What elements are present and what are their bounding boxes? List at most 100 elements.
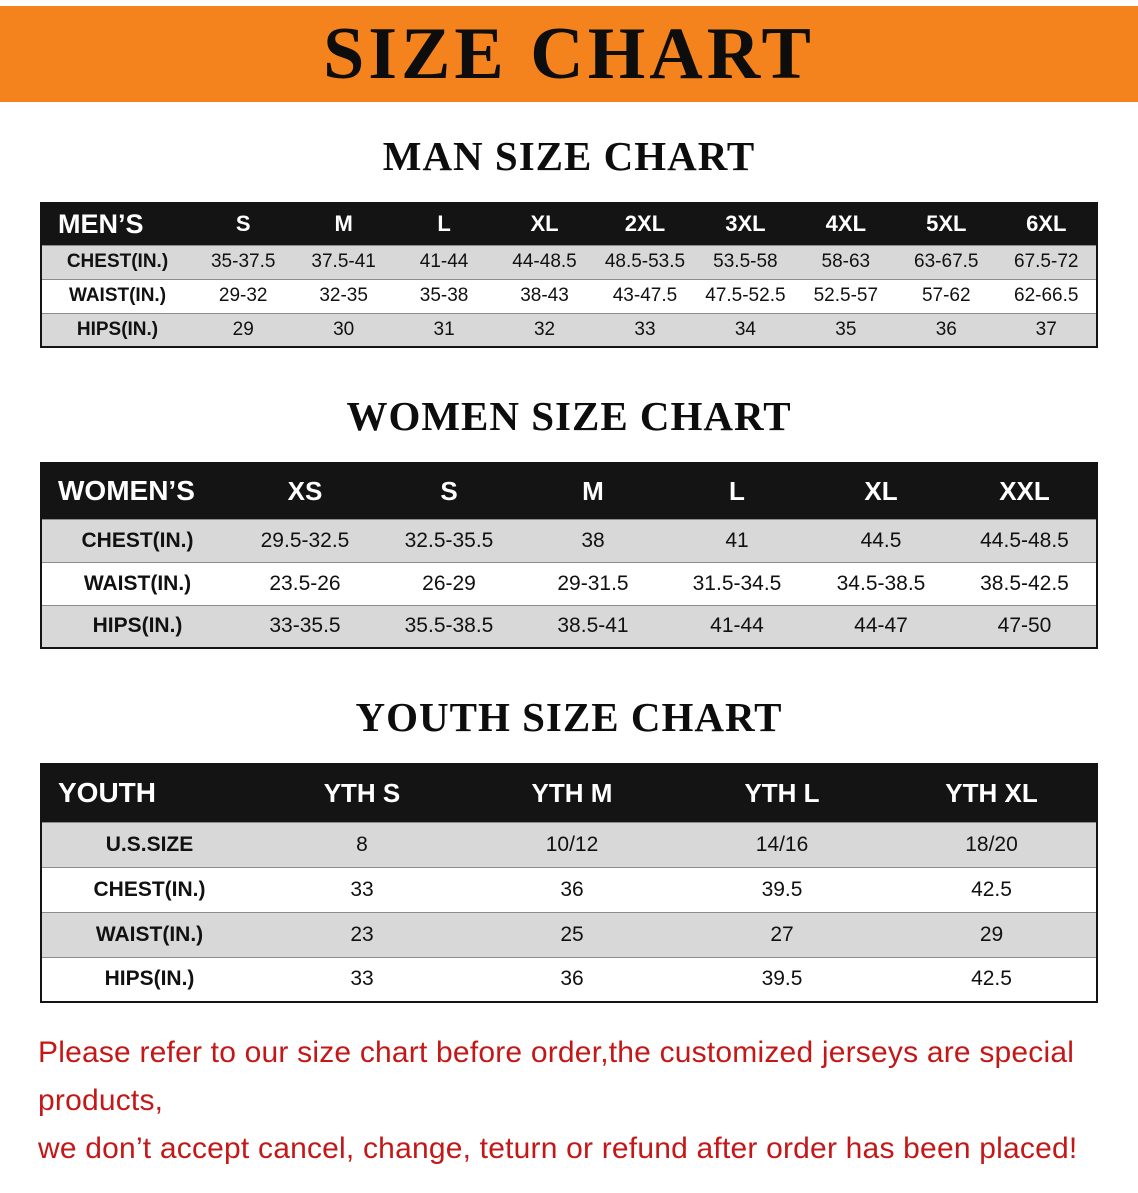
value-cell: 53.5-58 bbox=[695, 244, 796, 279]
value-cell: 67.5-72 bbox=[996, 244, 1097, 279]
value-cell: 41-44 bbox=[665, 604, 809, 648]
table-row: WAIST(IN.) 23 25 27 29 bbox=[41, 911, 1097, 957]
table-row: CHEST(IN.) 29.5-32.5 32.5-35.5 38 41 44.5 44.5… bbox=[41, 518, 1097, 562]
women-size-table: WOMEN’S XS S M L XL XXL CHEST(IN.) 29.5-32.5 32.5… bbox=[40, 462, 1098, 649]
size-header-cell: YTH L bbox=[677, 764, 887, 822]
row-label-cell: WAIST(IN.) bbox=[41, 278, 193, 313]
disclaimer-line-2: we don’t accept cancel, change, teturn o… bbox=[38, 1132, 1078, 1165]
value-cell: 33 bbox=[257, 866, 467, 912]
value-cell: 41-44 bbox=[393, 244, 495, 279]
value-cell: 10/12 bbox=[467, 821, 677, 867]
size-header-cell: 2XL bbox=[594, 203, 696, 245]
table-row: WAIST(IN.) 29-32 32-35 35-38 38-43 43-47.5 47.… bbox=[41, 278, 1097, 313]
value-cell: 57-62 bbox=[896, 278, 997, 313]
row-label-cell: U.S.SIZE bbox=[41, 821, 257, 867]
value-cell: 31.5-34.5 bbox=[665, 561, 809, 605]
value-cell: 8 bbox=[257, 821, 467, 867]
value-cell: 43-47.5 bbox=[594, 278, 696, 313]
size-header-cell: S bbox=[377, 463, 521, 519]
row-label-cell: HIPS(IN.) bbox=[41, 312, 193, 347]
size-chart-banner: SIZE CHART bbox=[0, 6, 1138, 102]
table-title-cell: WOMEN’S bbox=[41, 463, 233, 519]
value-cell: 29-32 bbox=[193, 278, 294, 313]
value-cell: 41 bbox=[665, 518, 809, 562]
row-label-cell: HIPS(IN.) bbox=[41, 604, 233, 648]
value-cell: 36 bbox=[467, 956, 677, 1002]
table-row: U.S.SIZE 8 10/12 14/16 18/20 bbox=[41, 821, 1097, 867]
value-cell: 29 bbox=[193, 312, 294, 347]
table-header-row: WOMEN’S XS S M L XL XXL bbox=[41, 463, 1097, 519]
value-cell: 44-48.5 bbox=[494, 244, 595, 279]
value-cell: 32-35 bbox=[293, 278, 394, 313]
value-cell: 25 bbox=[467, 911, 677, 957]
table-row: HIPS(IN.) 29 30 31 32 33 34 35 36 37 bbox=[41, 312, 1097, 347]
table-title-cell: YOUTH bbox=[41, 764, 257, 822]
disclaimer-line-1: Please refer to our size chart before or… bbox=[38, 1036, 1075, 1117]
value-cell: 34.5-38.5 bbox=[809, 561, 953, 605]
value-cell: 63-67.5 bbox=[896, 244, 997, 279]
value-cell: 37.5-41 bbox=[293, 244, 394, 279]
size-header-cell: XS bbox=[233, 463, 377, 519]
value-cell: 36 bbox=[896, 312, 997, 347]
size-header-cell: YTH XL bbox=[887, 764, 1097, 822]
value-cell: 38.5-41 bbox=[521, 604, 665, 648]
youth-section-heading: YOUTH SIZE CHART bbox=[355, 694, 783, 740]
value-cell: 38 bbox=[521, 518, 665, 562]
row-label-cell: HIPS(IN.) bbox=[41, 956, 257, 1002]
value-cell: 14/16 bbox=[677, 821, 887, 867]
men-size-table: MEN’S S M L XL 2XL 3XL 4XL 5XL 6XL CHEST(IN.) 35-37… bbox=[40, 202, 1098, 348]
value-cell: 44.5 bbox=[809, 518, 953, 562]
value-cell: 29.5-32.5 bbox=[233, 518, 377, 562]
value-cell: 34 bbox=[695, 312, 796, 347]
value-cell: 18/20 bbox=[887, 821, 1097, 867]
value-cell: 48.5-53.5 bbox=[594, 244, 696, 279]
row-label-cell: WAIST(IN.) bbox=[41, 911, 257, 957]
size-header-cell: 5XL bbox=[896, 203, 997, 245]
value-cell: 30 bbox=[293, 312, 394, 347]
value-cell: 39.5 bbox=[677, 866, 887, 912]
value-cell: 35 bbox=[795, 312, 897, 347]
value-cell: 23 bbox=[257, 911, 467, 957]
table-header-row: MEN’S S M L XL 2XL 3XL 4XL 5XL 6XL bbox=[41, 203, 1097, 245]
size-header-cell: YTH S bbox=[257, 764, 467, 822]
value-cell: 29 bbox=[887, 911, 1097, 957]
size-header-cell: 3XL bbox=[695, 203, 796, 245]
row-label-cell: CHEST(IN.) bbox=[41, 866, 257, 912]
size-header-cell: L bbox=[393, 203, 495, 245]
row-label-cell: CHEST(IN.) bbox=[41, 518, 233, 562]
value-cell: 42.5 bbox=[887, 866, 1097, 912]
size-chart-page: SIZE CHART MAN SIZE CHART MEN’S S M L XL 2XL 3… bbox=[0, 6, 1138, 1193]
value-cell: 44-47 bbox=[809, 604, 953, 648]
table-row: HIPS(IN.) 33-35.5 35.5-38.5 38.5-41 41-44 44-… bbox=[41, 604, 1097, 648]
youth-size-table: YOUTH YTH S YTH M YTH L YTH XL U.S.SIZE 8 10/12… bbox=[40, 763, 1098, 1003]
value-cell: 36 bbox=[467, 866, 677, 912]
value-cell: 38-43 bbox=[494, 278, 595, 313]
value-cell: 52.5-57 bbox=[795, 278, 897, 313]
size-header-cell: M bbox=[521, 463, 665, 519]
size-header-cell: L bbox=[665, 463, 809, 519]
value-cell: 29-31.5 bbox=[521, 561, 665, 605]
size-header-cell: YTH M bbox=[467, 764, 677, 822]
value-cell: 33 bbox=[257, 956, 467, 1002]
size-header-cell: 6XL bbox=[996, 203, 1097, 245]
value-cell: 37 bbox=[996, 312, 1097, 347]
value-cell: 58-63 bbox=[795, 244, 897, 279]
value-cell: 42.5 bbox=[887, 956, 1097, 1002]
value-cell: 23.5-26 bbox=[233, 561, 377, 605]
value-cell: 33 bbox=[594, 312, 696, 347]
value-cell: 62-66.5 bbox=[996, 278, 1097, 313]
table-row: HIPS(IN.) 33 36 39.5 42.5 bbox=[41, 956, 1097, 1002]
size-header-cell: S bbox=[193, 203, 294, 245]
men-section-heading: MAN SIZE CHART bbox=[382, 133, 756, 179]
value-cell: 35-38 bbox=[393, 278, 495, 313]
size-header-cell: 4XL bbox=[795, 203, 897, 245]
table-header-row: YOUTH YTH S YTH M YTH L YTH XL bbox=[41, 764, 1097, 822]
table-row: WAIST(IN.) 23.5-26 26-29 29-31.5 31.5-34.5 34… bbox=[41, 561, 1097, 605]
value-cell: 44.5-48.5 bbox=[953, 518, 1097, 562]
value-cell: 39.5 bbox=[677, 956, 887, 1002]
table-title-cell: MEN’S bbox=[41, 203, 193, 245]
value-cell: 32 bbox=[494, 312, 595, 347]
disclaimer-text: Please refer to our size chart before or… bbox=[0, 1029, 1138, 1193]
size-header-cell: XL bbox=[809, 463, 953, 519]
row-label-cell: CHEST(IN.) bbox=[41, 244, 193, 279]
